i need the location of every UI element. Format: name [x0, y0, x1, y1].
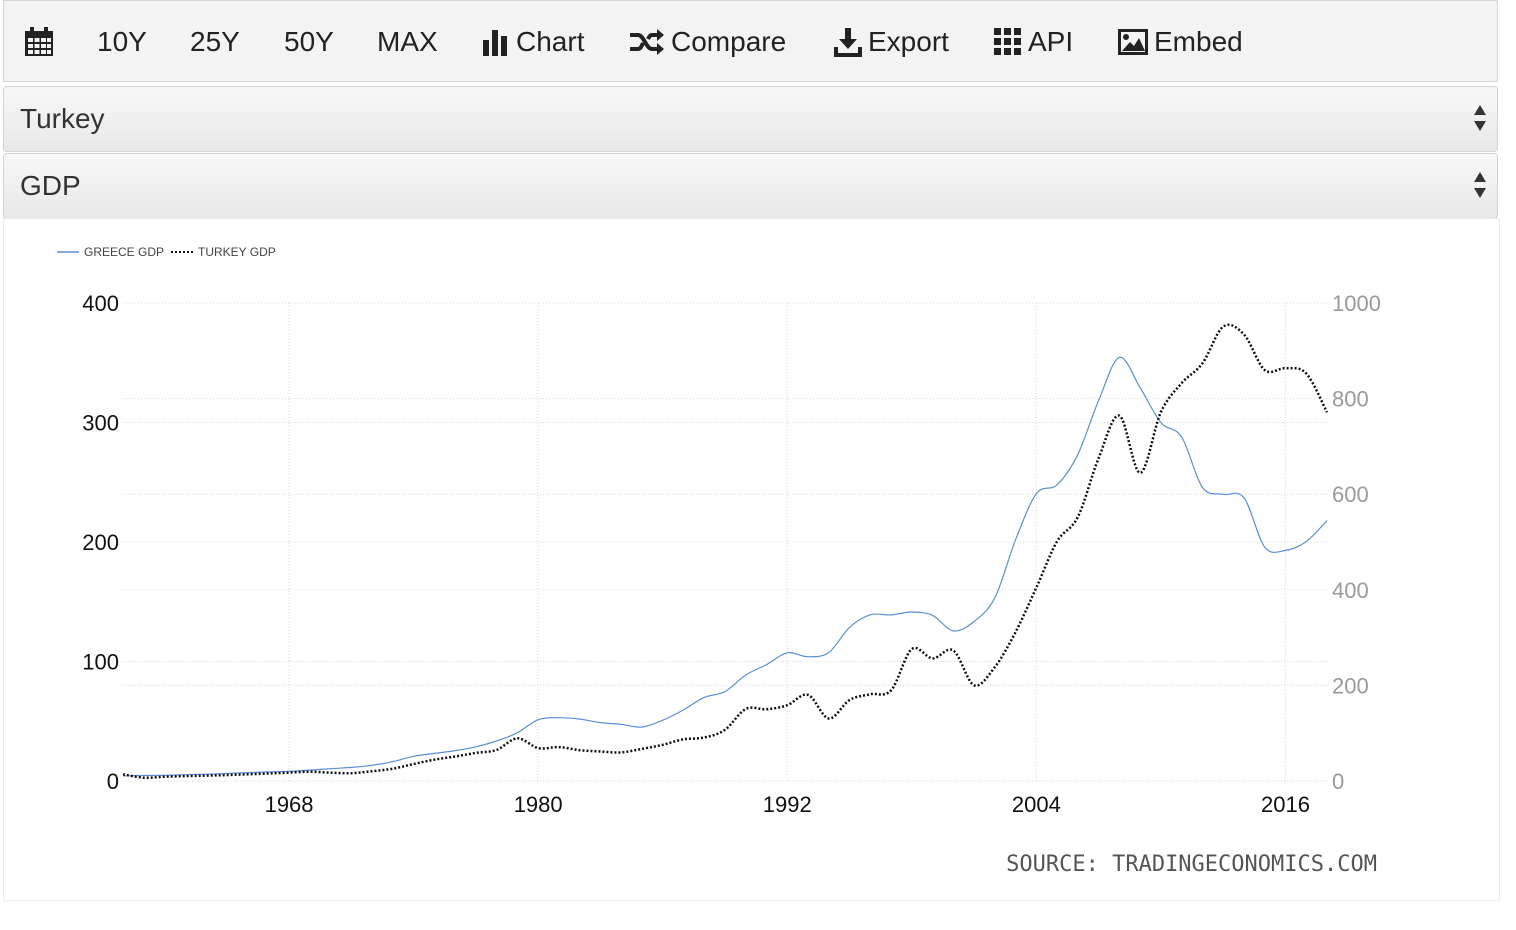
embed-label: Embed	[1154, 26, 1243, 57]
chart-panel: 0 200 400 600 800 1000 0 100 200 300 400 1968 1980 19…	[3, 218, 1500, 901]
y-right-tick-label: 800	[1332, 387, 1369, 412]
y-left-tick-label: 200	[82, 530, 119, 555]
turkey-gdp-line	[122, 323, 1329, 780]
shuffle-icon	[630, 29, 664, 55]
y-left-tick-label: 300	[82, 411, 119, 436]
image-icon	[1118, 29, 1148, 55]
range-25y-button[interactable]: 25Y	[190, 1, 240, 83]
country-select-value: Turkey	[20, 103, 105, 134]
legend-label-greece: GREECE GDP	[84, 245, 164, 259]
x-tick-label: 1992	[763, 792, 812, 817]
api-label: API	[1028, 26, 1074, 57]
legend-label-turkey: TURKEY GDP	[198, 245, 276, 259]
select-arrows-icon	[1474, 105, 1486, 131]
y-right-tick-label: 400	[1332, 578, 1369, 603]
calendar-icon	[25, 27, 53, 56]
bar-chart-icon	[483, 30, 507, 56]
source-credit: SOURCE: TRADINGECONOMICS.COM	[1006, 852, 1377, 877]
range-25y-label: 25Y	[190, 26, 240, 57]
range-max-button[interactable]: MAX	[377, 1, 438, 83]
download-icon	[834, 28, 862, 57]
chart-type-button[interactable]: Chart	[482, 1, 584, 83]
calendar-button[interactable]	[24, 1, 60, 83]
y-left-tick-label: 400	[82, 291, 119, 316]
select-arrows-icon	[1474, 172, 1486, 198]
y-right-tick-label: 1000	[1332, 291, 1381, 316]
range-50y-button[interactable]: 50Y	[284, 1, 334, 83]
chart-toolbar: 10Y 25Y 50Y MAX Chart Compare Exp	[3, 0, 1498, 82]
y-left-tick-label: 100	[82, 650, 119, 675]
compare-button[interactable]: Compare	[629, 1, 786, 83]
range-10y-label: 10Y	[97, 26, 147, 57]
compare-label: Compare	[671, 26, 787, 57]
embed-button[interactable]: Embed	[1118, 1, 1243, 83]
country-select[interactable]: Turkey	[3, 86, 1498, 152]
x-tick-label: 1980	[514, 792, 563, 817]
x-tick-label: 2016	[1261, 792, 1310, 817]
indicator-select-value: GDP	[20, 170, 81, 201]
x-tick-label: 2004	[1012, 792, 1061, 817]
y-right-tick-label: 200	[1332, 673, 1369, 698]
y-right-tick-label: 600	[1332, 482, 1369, 507]
y-right-tick-label: 0	[1332, 769, 1344, 794]
export-label: Export	[868, 26, 949, 57]
grid-icon	[994, 28, 1021, 55]
y-left-tick-label: 0	[107, 769, 119, 794]
export-button[interactable]: Export	[834, 1, 949, 83]
api-button[interactable]: API	[994, 1, 1073, 83]
x-tick-label: 1968	[265, 792, 314, 817]
greece-gdp-line	[122, 356, 1328, 777]
gdp-line-chart: 0 200 400 600 800 1000 0 100 200 300 400 1968 1980 19…	[57, 245, 1381, 877]
range-10y-button[interactable]: 10Y	[97, 1, 147, 83]
range-50y-label: 50Y	[284, 26, 334, 57]
indicator-select[interactable]: GDP	[3, 153, 1498, 219]
chart-type-label: Chart	[516, 26, 585, 57]
range-max-label: MAX	[377, 26, 438, 57]
